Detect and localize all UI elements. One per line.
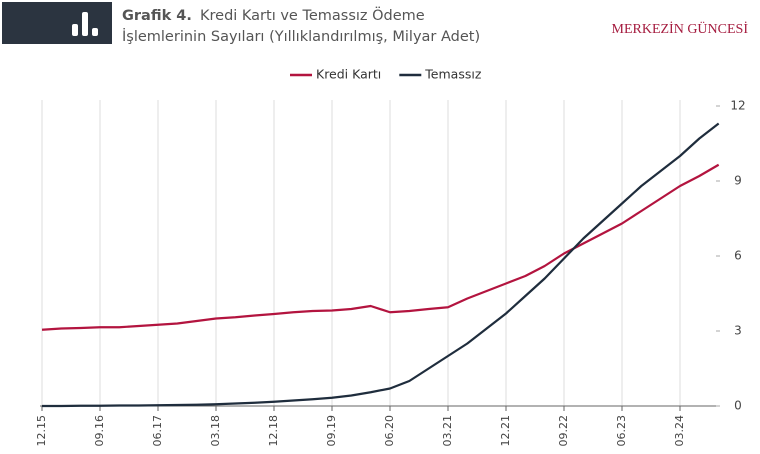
- x-tick-label: 06.17: [151, 415, 164, 447]
- title-line: Kredi Kartı ve Temassız Ödeme: [200, 6, 425, 24]
- y-tick-label: 12: [730, 99, 745, 113]
- x-tick-label: 06.23: [615, 415, 628, 447]
- brand: MERKEZİN GÜNCESİ: [612, 20, 749, 37]
- x-tick-label: 12.21: [499, 415, 512, 447]
- figure-label: Grafik 4.: [122, 8, 192, 24]
- x-tick-label: 09.19: [325, 415, 338, 447]
- x-tick-label: 09.22: [557, 415, 570, 447]
- y-tick-label: 0: [734, 399, 742, 413]
- icon-box: [2, 2, 112, 44]
- line-series: [41, 163, 720, 331]
- x-tick-label: 03.21: [441, 415, 454, 447]
- x-tick-label: 12.18: [267, 415, 280, 447]
- y-tick-label: 3: [734, 324, 742, 338]
- x-tick-label: 09.16: [93, 415, 106, 447]
- line-series: [42, 122, 720, 408]
- x-tick-label: 03.18: [209, 415, 222, 447]
- x-tick-label: 12.15: [35, 415, 48, 447]
- y-tick-label: 6: [734, 249, 742, 263]
- x-tick-label: 03.24: [673, 415, 686, 447]
- legend-label: Temassız: [424, 67, 482, 82]
- y-tick-label: 9: [734, 174, 742, 188]
- legend-label: Kredi Kartı: [316, 67, 381, 82]
- title-line: İşlemlerinin Sayıları (Yıllıklandırılmış…: [122, 27, 480, 45]
- icon: [72, 12, 98, 36]
- x-tick-label: 06.20: [383, 415, 396, 447]
